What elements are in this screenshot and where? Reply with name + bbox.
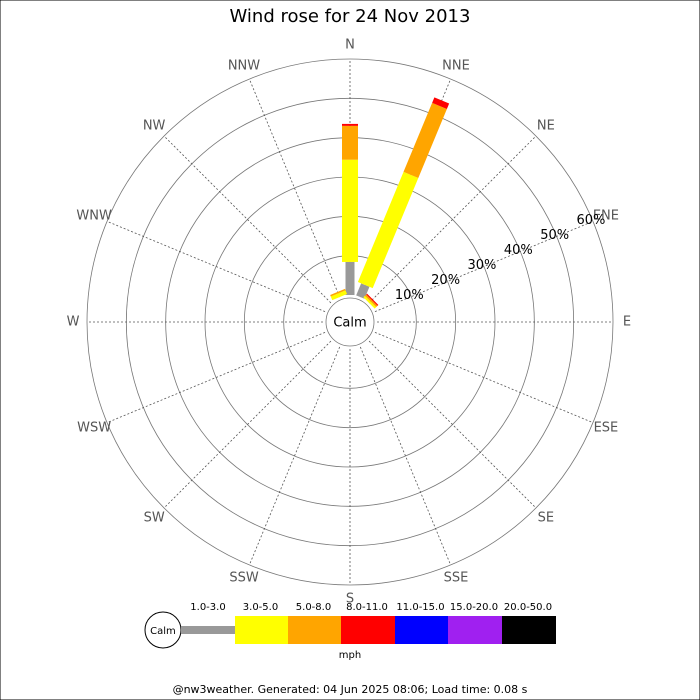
direction-label: NNW <box>228 59 260 74</box>
direction-label: S <box>346 592 354 607</box>
direction-label: W <box>67 315 80 330</box>
spoke <box>163 340 332 509</box>
spoke <box>368 340 537 509</box>
bar-segment <box>330 288 346 297</box>
legend-label: 20.0-50.0 <box>504 602 552 613</box>
legend-swatch <box>181 626 235 634</box>
legend-swatch <box>288 616 341 644</box>
footer: @nw3weather. Generated: 04 Jun 2025 08:0… <box>173 683 528 696</box>
direction-label: WSW <box>77 421 111 436</box>
bar-segment <box>357 171 419 289</box>
legend-label: 1.0-3.0 <box>190 602 225 613</box>
r-tick-label: 60% <box>577 213 606 228</box>
direction-label: NE <box>537 119 555 134</box>
calm-label: Calm <box>333 316 366 331</box>
bar-segment <box>432 97 450 109</box>
spoke <box>248 346 341 566</box>
bar-segment <box>342 125 358 160</box>
legend-swatch <box>395 616 448 644</box>
spoke <box>106 220 326 313</box>
legend-label: 3.0-5.0 <box>243 602 278 613</box>
r-tick-label: 10% <box>395 288 424 303</box>
legend-label: 5.0-8.0 <box>296 602 331 613</box>
chart-title: Wind rose for 24 Nov 2013 <box>230 6 471 27</box>
legend-swatch <box>341 616 395 644</box>
legend-swatch <box>448 616 502 644</box>
direction-label: ENE <box>593 208 619 223</box>
direction-label: WNW <box>76 208 112 223</box>
bar-segment <box>363 295 377 309</box>
legend-calm-label: Calm <box>150 626 176 637</box>
direction-label: NW <box>143 119 166 134</box>
direction-label: SSW <box>229 570 259 585</box>
direction-label: SW <box>144 510 165 525</box>
legend-swatch <box>235 616 288 644</box>
r-tick-label: 40% <box>504 243 533 258</box>
legend-swatch <box>502 616 556 644</box>
spoke <box>163 135 332 304</box>
bar-segment <box>345 261 355 295</box>
bar-segment <box>330 290 348 301</box>
spoke <box>374 331 594 424</box>
spoke <box>374 220 594 313</box>
r-tick-label: 30% <box>468 258 497 273</box>
spoke <box>248 78 341 298</box>
calm-circle <box>325 297 375 347</box>
bar-segment <box>366 293 379 306</box>
spoke <box>359 346 452 566</box>
r-tick-label: 50% <box>540 228 569 243</box>
direction-label: NNE <box>442 59 470 74</box>
direction-label: ESE <box>594 421 619 436</box>
legend-label: 8.0-11.0 <box>346 602 388 613</box>
bar-segment <box>342 123 358 126</box>
spoke <box>106 331 326 424</box>
legend-label: 11.0-15.0 <box>396 602 444 613</box>
bar-segment <box>356 283 370 299</box>
r-tick-label: 20% <box>431 273 460 288</box>
direction-label: N <box>345 38 355 53</box>
bar-segment <box>364 294 378 308</box>
unit-label: mph <box>339 650 361 661</box>
legend-label: 15.0-20.0 <box>450 602 498 613</box>
bar-segment <box>342 159 358 262</box>
bar-segment <box>403 102 447 179</box>
direction-label: E <box>623 315 631 330</box>
direction-label: SE <box>538 510 554 525</box>
spoke <box>368 135 537 304</box>
direction-label: SSE <box>444 570 469 585</box>
grid-ring <box>86 58 614 586</box>
